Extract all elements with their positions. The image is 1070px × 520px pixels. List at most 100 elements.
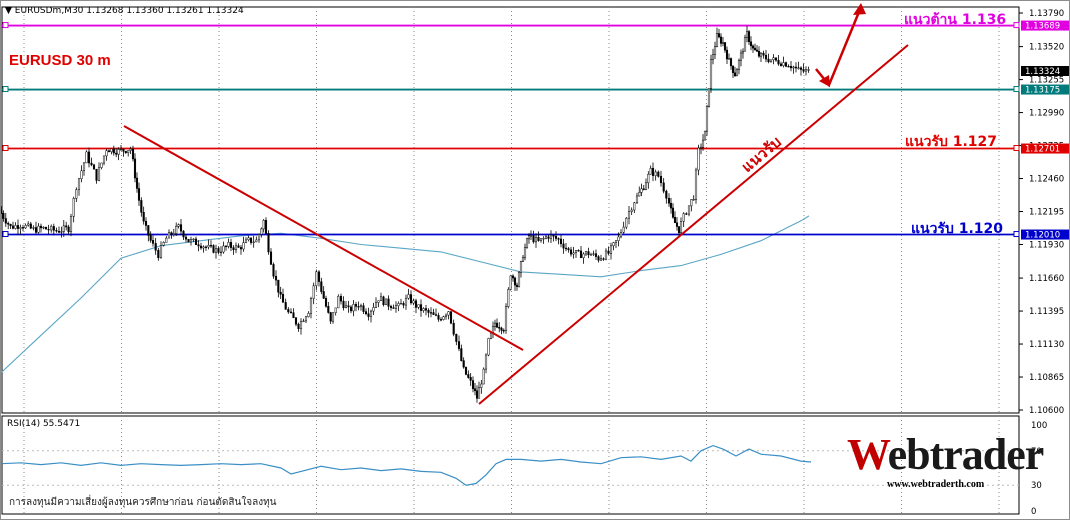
candle-body — [739, 52, 743, 61]
candle-body — [671, 207, 675, 218]
candle-body — [767, 58, 770, 63]
level-annotation: แนวต้าน 1.136 — [904, 12, 1006, 28]
candle-body — [242, 242, 245, 250]
candle-body — [102, 155, 106, 164]
candle-body — [16, 225, 20, 229]
candle-body — [662, 182, 665, 192]
uptrend-support-line — [478, 44, 909, 405]
candle-body — [342, 300, 345, 309]
candle-body — [685, 213, 688, 215]
candle-body — [644, 182, 648, 190]
candle-body — [464, 366, 468, 375]
candle-body — [523, 247, 527, 258]
candle-body — [439, 319, 443, 321]
candle-body — [729, 58, 733, 67]
candle-body — [789, 66, 793, 69]
candle-body — [392, 307, 395, 309]
candle-body — [579, 250, 583, 259]
candle-body — [322, 291, 325, 299]
candle-body — [277, 279, 280, 293]
candle-body — [727, 58, 731, 60]
candle-body — [359, 305, 363, 307]
level-price-flag-label: 1.13689 — [1025, 22, 1060, 32]
candle-body — [192, 238, 195, 241]
candle-body — [129, 148, 132, 151]
candle-body — [709, 59, 713, 89]
candle-body — [184, 236, 188, 240]
candle-body — [257, 234, 261, 241]
candle-body — [394, 305, 398, 309]
level-price-flag-label: 1.13175 — [1025, 86, 1060, 96]
candle-body — [509, 275, 512, 290]
candle-body — [14, 225, 17, 229]
candle-body — [779, 63, 783, 66]
candle-body — [622, 226, 625, 233]
candle-body — [733, 72, 737, 77]
level-price-flag — [1021, 20, 1069, 31]
candle-body — [647, 174, 650, 184]
candle-body — [369, 310, 373, 317]
candle-body — [42, 226, 45, 229]
candle-body — [267, 233, 270, 253]
forecast-arrow-head — [853, 3, 866, 15]
rsi-tick-label: 0 — [1031, 507, 1036, 517]
candle-body — [537, 236, 540, 241]
candle-body — [107, 150, 111, 153]
candle-body — [597, 256, 600, 261]
candle-body — [167, 232, 171, 239]
candle-body — [127, 150, 130, 153]
candle-body — [199, 245, 203, 249]
candle-body — [699, 146, 703, 149]
candle-body — [4, 218, 7, 224]
logo-wordmark: Webtrader — [847, 430, 1044, 479]
candle-body — [554, 235, 558, 239]
candle-body — [331, 312, 335, 322]
candle-body — [567, 248, 570, 251]
level-anchor-left — [2, 231, 9, 238]
candle-body — [642, 188, 645, 190]
candle-body — [90, 162, 93, 166]
menu-arrow-icon[interactable]: ▼ — [5, 6, 12, 16]
candle-body — [39, 225, 43, 229]
candle-body — [657, 171, 660, 177]
candle-body — [427, 309, 430, 313]
candle-body — [224, 245, 228, 248]
candle-body — [9, 223, 12, 227]
candle-body — [177, 224, 180, 227]
candle-body — [289, 311, 293, 314]
candle-body — [480, 383, 483, 388]
candle-body — [309, 298, 313, 314]
candle-body — [65, 225, 68, 228]
candle-body — [673, 217, 677, 224]
candle-body — [37, 225, 40, 233]
candle-body — [189, 239, 193, 243]
candle-body — [564, 247, 568, 250]
candle-body — [62, 225, 65, 232]
candle-body — [630, 209, 633, 212]
candle-body — [95, 168, 98, 181]
candle-body — [329, 312, 332, 322]
candle-body — [87, 151, 91, 164]
candle-body — [594, 253, 598, 257]
candle-body — [471, 380, 475, 389]
candle-body — [312, 285, 315, 299]
candle-body — [539, 238, 543, 241]
candle-body — [232, 247, 235, 251]
candle-body — [337, 296, 340, 309]
candle-body — [690, 199, 693, 207]
candle-body — [502, 330, 505, 332]
candle-body — [582, 253, 585, 258]
candle-body — [82, 162, 86, 172]
candle-body — [197, 244, 200, 247]
candle-body — [777, 60, 780, 65]
candle-body — [607, 250, 610, 254]
candle-body — [182, 230, 185, 238]
candle-body — [460, 348, 463, 361]
candle-body — [60, 231, 63, 233]
candle-body — [627, 211, 631, 219]
level-anchor-right — [1013, 22, 1020, 29]
candle-body — [669, 202, 673, 209]
candle-body — [614, 240, 618, 243]
candle-body — [112, 148, 115, 154]
